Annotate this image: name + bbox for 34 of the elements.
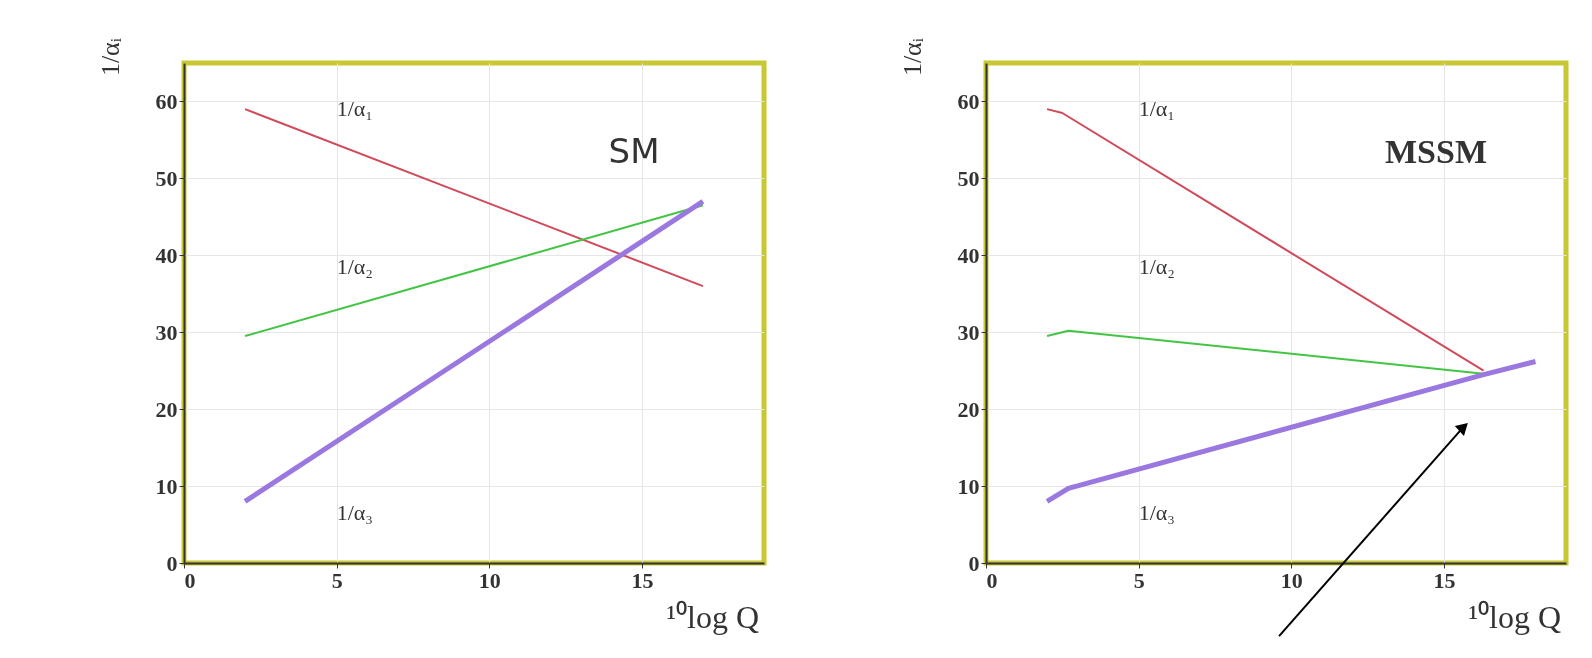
y-tick-label: 50 bbox=[957, 165, 980, 191]
y-tick-label: 10 bbox=[957, 473, 980, 499]
y-tick-label: 30 bbox=[957, 319, 980, 345]
y-tick-label: 40 bbox=[957, 242, 980, 268]
x-tick-label: 0 bbox=[184, 567, 196, 593]
text: MSSM bbox=[1385, 133, 1487, 170]
y-tick-label: 40 bbox=[155, 242, 178, 268]
y-tick-label: 60 bbox=[155, 88, 178, 114]
y-axis-title: 1/αᵢ bbox=[96, 37, 125, 77]
x-tick-label: 10 bbox=[1280, 567, 1303, 593]
y-tick-label: 50 bbox=[155, 165, 178, 191]
series-label: 1/α₂ bbox=[336, 253, 373, 279]
y-tick-label: 20 bbox=[155, 396, 178, 422]
text: 1/α₃ bbox=[336, 500, 373, 525]
x-tick-label: 0 bbox=[986, 567, 998, 593]
x-tick-label: 5 bbox=[331, 567, 343, 593]
series-label: 1/α₃ bbox=[1138, 500, 1175, 525]
text: SM bbox=[608, 131, 660, 171]
x-axis-title: ¹⁰log Q bbox=[1468, 599, 1561, 635]
y-tick-label: 0 bbox=[166, 550, 178, 576]
series-label: 1/α₁ bbox=[1138, 96, 1175, 122]
x-tick-label: 15 bbox=[631, 567, 654, 593]
x-tick-label: 15 bbox=[1433, 567, 1456, 593]
x-axis-title: ¹⁰log Q bbox=[666, 599, 759, 635]
text: 1/α₂ bbox=[1138, 253, 1175, 279]
y-tick-label: 0 bbox=[968, 550, 980, 576]
y-tick-label: 10 bbox=[155, 473, 178, 499]
x-tick-label: 10 bbox=[478, 567, 501, 593]
y-tick-label: 30 bbox=[155, 319, 178, 345]
y-axis-title: 1/αᵢ bbox=[898, 37, 927, 77]
y-tick-label: 60 bbox=[957, 88, 980, 114]
x-tick-label: 5 bbox=[1133, 567, 1145, 593]
series-label: 1/α₁ bbox=[336, 96, 373, 122]
y-tick-label: 20 bbox=[957, 396, 980, 422]
